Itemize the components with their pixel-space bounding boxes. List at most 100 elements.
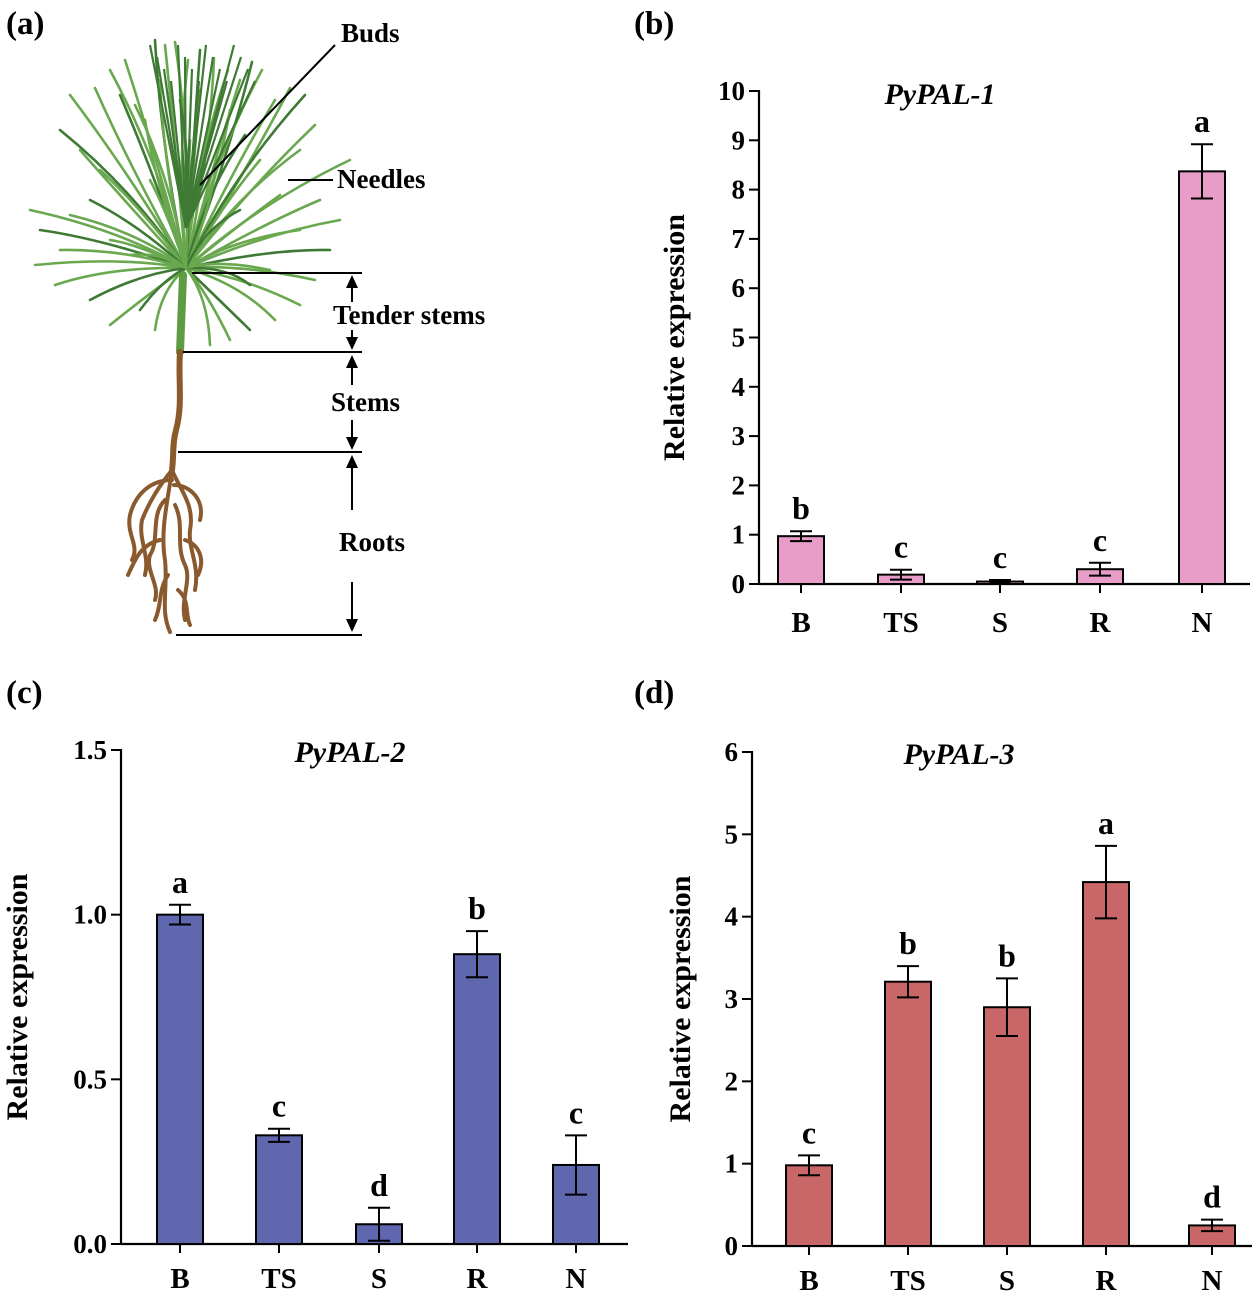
needle	[184, 193, 282, 270]
significance-label: c	[802, 1114, 816, 1150]
y-tick-label: 2	[725, 1066, 739, 1096]
y-tick-label: 4	[732, 372, 746, 402]
bar-ts	[884, 980, 932, 1248]
needle	[184, 148, 302, 270]
root-strand	[172, 483, 203, 522]
bar-n	[1178, 170, 1226, 585]
bar-ts	[255, 1134, 303, 1245]
y-tick-label: 6	[725, 737, 739, 767]
bar-b	[156, 913, 204, 1246]
bud-needle	[185, 80, 256, 229]
significance-label: b	[998, 937, 1016, 973]
bar-b	[785, 1164, 833, 1248]
x-tick-label: TS	[261, 1263, 296, 1292]
x-tick-label: B	[791, 607, 810, 639]
root-strand	[139, 468, 174, 577]
significance-label: b	[899, 925, 917, 961]
needle	[53, 266, 188, 287]
pypal-2-title: PyPAL-2	[293, 736, 405, 769]
y-tick-label: 9	[732, 125, 746, 155]
needle	[184, 218, 342, 270]
needle	[184, 266, 302, 307]
chart-pypal-1: PyPAL-1 Relative expression 0 1 2 3 4 5 6 7 8 9 10 b B…	[658, 76, 1250, 639]
significance-label: c	[993, 539, 1007, 575]
panel-label-c: (c)	[6, 675, 43, 711]
needle	[184, 266, 252, 287]
y-tick-label: 5	[725, 819, 739, 849]
significance-label: a	[1098, 805, 1114, 841]
y-tick-label: 4	[725, 902, 739, 932]
plant-annotations	[176, 44, 362, 636]
label-stems: Stems	[331, 387, 400, 417]
y-tick-label: 6	[732, 273, 746, 303]
bud-needle	[184, 56, 215, 229]
x-tick-label: R	[1096, 1265, 1118, 1292]
significance-label: d	[370, 1167, 388, 1203]
needle	[184, 262, 272, 272]
roots-illustration	[126, 468, 204, 634]
significance-label: b	[792, 490, 810, 526]
pypal-1-y-axis-title: Relative expression	[658, 214, 691, 461]
significance-label: a	[1194, 103, 1210, 139]
x-tick-label: S	[371, 1263, 387, 1292]
significance-label: c	[272, 1088, 286, 1124]
bar-r	[1082, 881, 1130, 1247]
root-strand	[126, 538, 162, 577]
bar-s	[983, 1006, 1031, 1247]
needle	[148, 178, 188, 270]
root-strand	[153, 573, 170, 622]
y-tick-label: 1	[725, 1149, 739, 1179]
y-tick-label: 10	[718, 76, 745, 106]
pypal-1-title: PyPAL-1	[883, 78, 995, 111]
significance-label: c	[1093, 522, 1107, 558]
needle	[184, 266, 212, 347]
needle	[98, 168, 188, 270]
y-tick-label: 1	[732, 520, 746, 550]
needles-foliage	[28, 38, 352, 347]
y-tick-label: 1.5	[73, 735, 107, 765]
label-tender-stems: Tender stems	[333, 300, 485, 330]
y-tick-label: 3	[732, 421, 746, 451]
needle	[78, 148, 188, 270]
pine-seedling-illustration	[28, 38, 352, 634]
needle	[68, 213, 188, 270]
needle	[68, 93, 188, 270]
pypal-3-title: PyPAL-3	[902, 738, 1014, 771]
needle	[128, 253, 188, 270]
panel-label-a: (a)	[6, 6, 44, 42]
chart-pypal-2: PyPAL-2 Relative expression 0.0 0.5 1.0 1.5 a B…	[1, 735, 628, 1292]
bud-needle	[184, 68, 250, 229]
root-strand	[146, 498, 167, 602]
needle	[184, 228, 302, 270]
x-tick-label: S	[992, 607, 1008, 639]
x-tick-label: S	[999, 1265, 1015, 1292]
y-tick-label: 8	[732, 175, 746, 205]
needle	[123, 58, 188, 270]
x-tick-label: TS	[890, 1265, 925, 1292]
x-tick-label: B	[799, 1265, 818, 1292]
x-tick-label: TS	[883, 607, 918, 639]
needle	[58, 248, 188, 270]
x-tick-label: R	[1090, 607, 1112, 639]
chart-pypal-3: PyPAL-3 Relative expression 0 1 2 3 4 5 6 c Bb TS b S…	[664, 737, 1252, 1292]
needle	[88, 198, 188, 270]
needle	[184, 208, 242, 270]
pypal-3-y-axis-title: Relative expression	[664, 875, 697, 1122]
significance-label: b	[468, 890, 486, 926]
bar-b	[777, 535, 825, 586]
label-roots: Roots	[339, 527, 405, 557]
significance-label: d	[1203, 1179, 1221, 1215]
significance-label: c	[569, 1094, 583, 1130]
pypal-2-y-axis-title: Relative expression	[1, 873, 34, 1120]
bud-needle	[184, 56, 243, 229]
root-strand	[161, 468, 174, 634]
x-tick-label: N	[566, 1263, 587, 1292]
y-tick-label: 0	[732, 569, 746, 599]
panel-label-d: (d)	[634, 675, 674, 711]
needle	[138, 266, 188, 312]
bud-needle	[183, 56, 188, 229]
y-tick-label: 3	[725, 984, 739, 1014]
y-tick-label: 2	[732, 470, 746, 500]
x-tick-label: B	[170, 1263, 189, 1292]
